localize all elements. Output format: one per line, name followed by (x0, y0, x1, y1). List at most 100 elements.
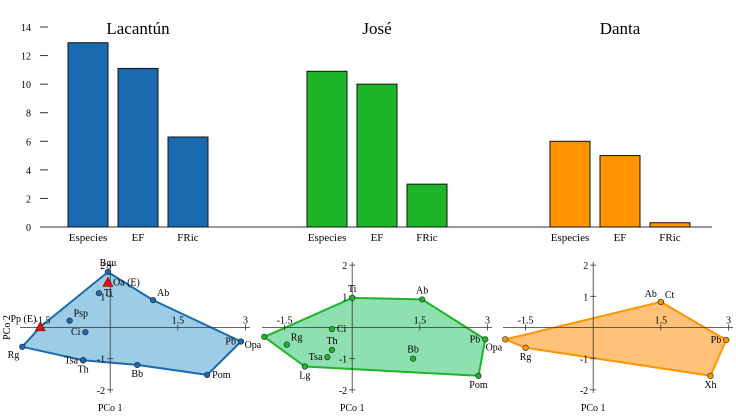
point-marker (301, 363, 308, 370)
bar (599, 155, 641, 228)
point-marker (102, 276, 114, 287)
point-label: Tsa (309, 352, 323, 363)
point-marker (707, 372, 714, 379)
bar (406, 183, 448, 228)
point-label: Oa (E) (113, 277, 140, 288)
pco-panel-0: -1.5 1.5 3 2 1 -1 -2 PCo 1 PCo 2 Bgu Oa (E)Ti Ab Pp … (2, 258, 250, 414)
point-marker (418, 296, 426, 303)
y-tick-label: 1 (342, 292, 347, 303)
point-label: Bb (407, 345, 419, 356)
bar (306, 70, 348, 228)
point-marker (502, 336, 509, 343)
point-marker (66, 317, 73, 324)
x-tick-label: -1.5 (35, 316, 51, 327)
y-axis-label: PCo 2 (2, 315, 13, 340)
point-marker (204, 371, 211, 379)
point-label: Opa (245, 340, 262, 351)
bar-panel-1: José Especies EF FRic (306, 19, 448, 244)
point-label: Xh (704, 380, 716, 391)
panel-title: Danta (600, 19, 641, 38)
x-tick-label: 3 (243, 316, 248, 327)
point-label: Tsa (64, 355, 78, 366)
x-tick-label: 1.5 (414, 316, 427, 327)
point-marker (482, 336, 489, 343)
point-label: Rg (520, 352, 532, 363)
bar (549, 140, 591, 228)
point-marker (657, 298, 664, 306)
point-marker (328, 325, 336, 333)
category-label: FRic (177, 232, 199, 244)
y-tick-label: -1 (580, 355, 588, 366)
point-label: Ci (337, 324, 347, 335)
y-tick-label: -1 (339, 355, 347, 366)
point-label: Ab (645, 289, 657, 300)
category-label: Especies (69, 232, 107, 244)
point-label: Bb (131, 369, 143, 380)
panel-title: José (362, 19, 391, 38)
point-marker (34, 321, 46, 332)
y-tick-label: 1 (100, 292, 105, 303)
bar (356, 83, 398, 228)
category-label: EF (614, 232, 627, 244)
point-label: Bgu (100, 258, 117, 269)
point-marker (82, 329, 89, 336)
point-label: Lg (299, 370, 310, 381)
panel-title: Lacantún (106, 19, 170, 38)
category-label: Especies (551, 232, 589, 244)
y-tick-label: 1 (583, 292, 588, 303)
point-label: Ti (348, 284, 357, 295)
point-marker (475, 372, 482, 379)
y-tick-label: 8 (26, 109, 31, 120)
bar (67, 42, 109, 228)
y-tick-label: 2 (26, 194, 31, 205)
point-label: Rg (291, 333, 303, 344)
y-tick-label: 0 (26, 223, 31, 234)
point-marker (149, 296, 157, 304)
point-marker (19, 343, 26, 350)
point-marker (283, 341, 290, 348)
x-tick-label: -1.5 (277, 316, 293, 327)
category-label: Especies (308, 232, 346, 244)
point-label: Pb (225, 337, 236, 348)
y-tick-label: -2 (339, 386, 347, 397)
category-label: EF (371, 232, 384, 244)
x-axis-label: PCo 1 (340, 403, 365, 414)
point-label: Rg (8, 350, 20, 361)
point-label: Opa (486, 342, 503, 353)
point-label: Psp (74, 309, 88, 320)
point-label: Th (326, 336, 337, 347)
point-label: Pb (711, 335, 722, 346)
point-label: Ti (104, 288, 113, 299)
point-marker (324, 354, 331, 361)
y-tick-label: 2 (342, 261, 347, 272)
category-label: FRic (416, 232, 438, 244)
x-tick-label: -1.5 (518, 316, 534, 327)
point-marker (522, 344, 529, 351)
x-tick-label: 1.5 (172, 316, 185, 327)
y-tick-label: 10 (21, 80, 31, 91)
y-tick-label: 14 (21, 23, 31, 34)
point-label: Pom (212, 370, 231, 381)
y-tick-label: 2 (100, 261, 105, 272)
y-tick-label: 6 (26, 137, 31, 148)
point-marker (95, 290, 103, 297)
point-label: Th (78, 364, 89, 375)
bar-panel-2: Danta Especies EF FRic (549, 19, 691, 244)
y-tick-label: 2 (583, 261, 588, 272)
point-marker (261, 333, 268, 340)
bar (649, 222, 691, 228)
category-label: EF (132, 232, 145, 244)
point-label: Ab (157, 288, 169, 299)
point-marker (723, 336, 730, 344)
bar (117, 67, 159, 228)
x-tick-label: 3 (726, 316, 731, 327)
category-label: FRic (659, 232, 681, 244)
y-tick-label: -1 (97, 355, 105, 366)
point-marker (104, 268, 112, 276)
point-label: Pp (E) (10, 314, 36, 325)
x-tick-label: 1.5 (655, 316, 668, 327)
point-label: Ct (665, 290, 675, 301)
x-axis-label: PCo 1 (581, 403, 606, 414)
